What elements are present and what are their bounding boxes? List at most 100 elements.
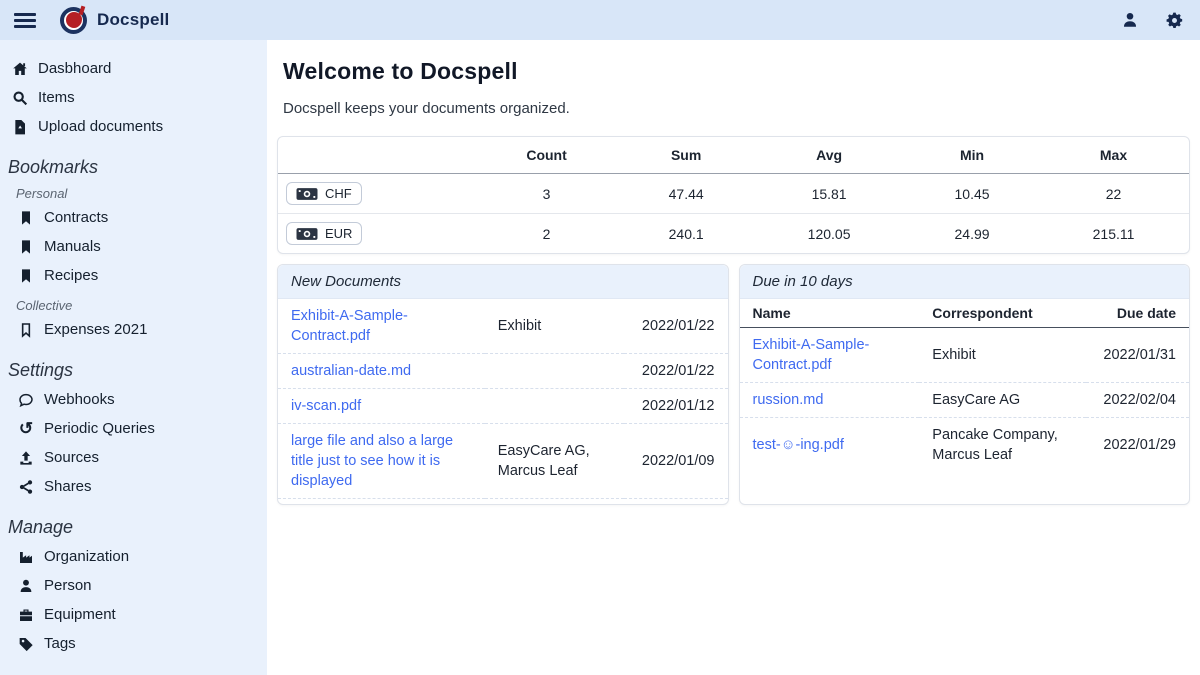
document-link[interactable]: Exhibit-A-Sample-Contract.pdf <box>752 337 870 373</box>
correspondent-cell: EasyCare AG, Marcus Leaf <box>497 443 590 479</box>
sidebar-item-label: Dasbhoard <box>38 60 112 77</box>
person-icon <box>18 578 34 594</box>
correspondent-cell: Pancake Company, Marcus Leaf <box>932 427 1058 463</box>
date-cell: 2022/01/31 <box>1103 347 1176 363</box>
sidebar-item-label: Manuals <box>44 238 101 255</box>
app-title: Docspell <box>97 10 170 29</box>
document-link[interactable]: large file and also a large title just t… <box>291 433 454 489</box>
correspondent-cell: Exhibit <box>497 318 542 334</box>
document-link[interactable]: russion.md <box>752 392 824 408</box>
new-documents-table: Exhibit-A-Sample-Contract.pdf Exhibit 20… <box>278 299 728 505</box>
sidebar-section-manage: Manage <box>8 517 74 537</box>
stats-col-min: Min <box>959 147 985 163</box>
user-icon <box>1121 11 1139 29</box>
stat-value: 10.45 <box>954 185 990 202</box>
due-col-name: Name <box>739 299 920 328</box>
sidebar-item-organization[interactable]: Organization <box>8 542 257 571</box>
tag-icon <box>18 636 34 652</box>
user-icon[interactable] <box>1121 11 1139 29</box>
sidebar-item-manuals[interactable]: Manuals <box>8 232 257 261</box>
stats-row-chf: CHF 3 47.44 15.81 10.45 22 <box>278 174 1189 214</box>
sidebar-item-recipes[interactable]: Recipes <box>8 261 257 290</box>
hamburger-menu-icon[interactable] <box>14 12 36 28</box>
docspell-logo[interactable] <box>60 5 87 34</box>
sidebar-item-shares[interactable]: Shares <box>8 472 257 501</box>
stat-value: 240.1 <box>668 225 704 242</box>
document-link[interactable]: australian-date.md <box>291 363 412 379</box>
table-row: australian-date.md 2022/01/22 <box>278 353 728 389</box>
page-subtitle: Docspell keeps your documents organized. <box>283 100 570 117</box>
stats-col-sum: Sum <box>670 147 702 163</box>
sidebar: Dasbhoard Items Upload documents Bookmar… <box>0 40 267 675</box>
sidebar-item-expenses-2021[interactable]: Expenses 2021 <box>8 315 257 344</box>
money-bill-icon <box>296 227 318 241</box>
due-col-correspondent: Correspondent <box>919 299 1086 328</box>
sidebar-item-label: Tags <box>44 635 76 652</box>
page-title: Welcome to Docspell <box>283 58 518 84</box>
history-icon: ↺ <box>18 418 34 438</box>
currency-label: CHF <box>325 186 352 201</box>
sidebar-item-sources[interactable]: Sources <box>8 443 257 472</box>
sidebar-item-label: Shares <box>44 478 92 495</box>
due-documents-title: Due in 10 days <box>739 265 1189 299</box>
sidebar-item-label: Recipes <box>44 267 99 284</box>
correspondent-cell: Exhibit <box>932 347 976 363</box>
house-icon <box>12 61 28 77</box>
briefcase-icon <box>18 607 34 623</box>
sidebar-item-tags[interactable]: Tags <box>8 629 257 658</box>
bookmark-filled-icon <box>18 239 34 255</box>
document-link[interactable]: Exhibit-A-Sample-Contract.pdf <box>291 308 408 344</box>
sidebar-item-dashboard[interactable]: Dasbhoard <box>8 54 257 83</box>
sidebar-item-label: Upload documents <box>38 118 164 135</box>
sidebar-section-settings: Settings <box>8 360 74 380</box>
date-cell: 2022/01/22 <box>641 363 715 379</box>
correspondent-cell <box>485 354 624 389</box>
sidebar-item-contracts[interactable]: Contracts <box>8 203 257 232</box>
sidebar-item-label: Sources <box>44 449 100 466</box>
upload-icon <box>18 450 34 466</box>
bookmarks-group-personal: Personal <box>16 186 68 201</box>
date-cell: 2022/01/09 <box>641 453 715 469</box>
due-header-row: Name Correspondent Due date <box>739 299 1189 328</box>
sidebar-item-upload-documents[interactable]: Upload documents <box>8 112 257 141</box>
stats-header-row: Count Sum Avg Min Max <box>278 137 1189 174</box>
table-row: Exhibit-A-Sample-Contract.pdf Exhibit 20… <box>278 299 728 354</box>
stats-col-max: Max <box>1099 147 1128 163</box>
sidebar-item-equipment[interactable]: Equipment <box>8 600 257 629</box>
date-cell: 2022/01/22 <box>641 318 715 334</box>
currency-badge-eur: EUR <box>286 222 363 245</box>
stats-row-eur: EUR 2 240.1 120.05 24.99 215.11 <box>278 213 1189 254</box>
topbar: Docspell <box>0 0 1200 40</box>
due-documents-panel: Due in 10 days Name Correspondent Due da… <box>738 264 1190 505</box>
sidebar-item-person[interactable]: Person <box>8 571 257 600</box>
stats-col-avg: Avg <box>816 147 843 163</box>
correspondent-cell: Pancake Company, Marcus Leaf <box>485 499 624 505</box>
due-col-due-date: Due date <box>1085 299 1189 328</box>
sidebar-item-items[interactable]: Items <box>8 83 257 112</box>
sidebar-item-periodic-queries[interactable]: ↺ Periodic Queries <box>8 414 257 443</box>
sidebar-item-webhooks[interactable]: Webhooks <box>8 385 257 414</box>
correspondent-cell <box>485 389 624 424</box>
table-row: russion.md EasyCare AG 2022/02/04 <box>739 382 1189 418</box>
correspondent-cell: EasyCare AG <box>932 392 1021 408</box>
main-content: Welcome to Docspell Docspell keeps your … <box>267 40 1200 675</box>
document-link[interactable]: iv-scan.pdf <box>291 398 362 414</box>
sidebar-item-label: Contracts <box>44 209 109 226</box>
table-row: large file and also a large title just t… <box>278 423 728 499</box>
table-row: test-☺-ing.pdf Pancake Company, Marcus L… <box>278 498 728 505</box>
sidebar-item-label: Organization <box>44 548 130 565</box>
currency-label: EUR <box>325 226 353 241</box>
sidebar-section-bookmarks: Bookmarks <box>8 157 99 177</box>
document-link[interactable]: test-☺-ing.pdf <box>752 437 844 453</box>
table-row: test-☺-ing.pdf Pancake Company, Marcus L… <box>739 417 1189 473</box>
date-cell: 2022/01/12 <box>641 398 715 414</box>
new-documents-panel: New Documents Exhibit-A-Sample-Contract.… <box>277 264 729 505</box>
table-row: iv-scan.pdf 2022/01/12 <box>278 388 728 424</box>
due-documents-table: Name Correspondent Due date Exhibit-A-Sa… <box>739 299 1190 473</box>
comment-icon <box>18 392 34 408</box>
sidebar-item-label: Webhooks <box>44 391 115 408</box>
gears-icon[interactable] <box>1165 11 1184 30</box>
stat-value: 120.05 <box>807 225 851 242</box>
stat-value: 2 <box>542 225 551 242</box>
table-row: Exhibit-A-Sample-Contract.pdf Exhibit 20… <box>740 328 1190 383</box>
